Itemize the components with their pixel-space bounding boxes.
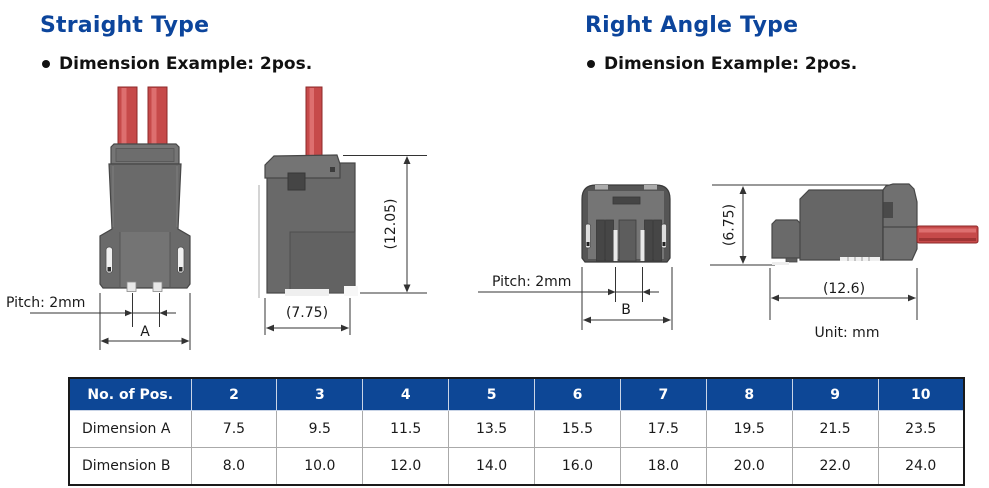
right-angle-type-title: Right Angle Type bbox=[585, 13, 799, 38]
table-header-cell: 2 bbox=[190, 378, 278, 411]
table-cell: 14.0 bbox=[448, 447, 535, 486]
table-cell: 11.5 bbox=[362, 410, 450, 448]
row-label-dimension-b: Dimension B bbox=[68, 447, 192, 486]
straight-bullet-label: Dimension Example: 2pos. bbox=[59, 54, 313, 74]
table-cell: 12.0 bbox=[362, 447, 450, 486]
straight-side-view-drawing: (12.05) (7.75) bbox=[258, 86, 427, 335]
table-header-cell: No. of Pos. bbox=[69, 378, 192, 411]
dimension-table: No. of Pos. 2 3 4 5 6 7 8 9 10 Dimension… bbox=[68, 377, 965, 486]
table-row: Dimension A 7.5 9.5 11.5 13.5 15.5 17.5 … bbox=[68, 410, 965, 448]
width-dimension-label: (12.6) bbox=[823, 281, 865, 297]
width-dimension: (12.6) bbox=[769, 268, 918, 320]
right-angle-side-view-drawing: (6.75) (12.6) bbox=[710, 183, 979, 341]
pitch-label: Pitch: 2mm bbox=[6, 295, 85, 311]
table-cell: 19.5 bbox=[705, 410, 793, 448]
pitch-dimension: Pitch: 2mm bbox=[478, 267, 673, 330]
height-dimension-label: (12.05) bbox=[383, 198, 399, 249]
height-dimension-label: (6.75) bbox=[722, 204, 738, 246]
table-header-cell: 6 bbox=[534, 378, 621, 411]
unit-label: Unit: mm bbox=[815, 325, 880, 341]
dimension-b: B bbox=[583, 302, 671, 324]
dimension-b-label: B bbox=[621, 302, 631, 318]
height-dimension: (6.75) bbox=[710, 184, 893, 266]
bullet-dot bbox=[42, 60, 50, 68]
wire bbox=[117, 86, 168, 152]
wire bbox=[305, 86, 323, 158]
table-cell: 20.0 bbox=[705, 447, 793, 486]
right-angle-bullet-item: Dimension Example: 2pos. bbox=[587, 54, 857, 74]
table-cell: 21.5 bbox=[791, 410, 879, 448]
pitch-dimension: Pitch: 2mm bbox=[6, 293, 191, 350]
table-header-cell: 7 bbox=[619, 378, 707, 411]
table-cell: 16.0 bbox=[534, 447, 621, 486]
width-dimension: (7.75) bbox=[264, 298, 351, 335]
table-header-cell: 10 bbox=[877, 378, 964, 411]
straight-bullet-item: Dimension Example: 2pos. bbox=[42, 54, 312, 74]
table-cell: 7.5 bbox=[190, 410, 278, 448]
table-header-row: No. of Pos. 2 3 4 5 6 7 8 9 10 bbox=[69, 378, 964, 411]
straight-type-title: Straight Type bbox=[40, 13, 210, 38]
connector-body bbox=[258, 154, 358, 298]
table-cell: 13.5 bbox=[448, 410, 535, 448]
table-cell: 22.0 bbox=[791, 447, 879, 486]
connector-body bbox=[771, 183, 918, 265]
table-cell: 17.5 bbox=[619, 410, 707, 448]
table-cell: 9.5 bbox=[276, 410, 364, 448]
width-dimension-label: (7.75) bbox=[286, 305, 328, 321]
right-angle-front-view-drawing: Pitch: 2mm B bbox=[478, 184, 673, 330]
table-cell: 18.0 bbox=[619, 447, 707, 486]
table-row: Dimension B 8.0 10.0 12.0 14.0 16.0 18.0… bbox=[68, 447, 965, 486]
right-angle-bullet-label: Dimension Example: 2pos. bbox=[604, 54, 858, 74]
bullet-dot bbox=[587, 60, 595, 68]
table-cell: 10.0 bbox=[276, 447, 364, 486]
dimension-a: A bbox=[100, 324, 190, 345]
connector-body bbox=[99, 143, 191, 292]
dimension-a-label: A bbox=[140, 324, 150, 340]
table-cell: 8.0 bbox=[190, 447, 278, 486]
table-header-cell: 4 bbox=[362, 378, 450, 411]
table-header-cell: 5 bbox=[448, 378, 535, 411]
straight-front-view-drawing: Pitch: 2mm A bbox=[6, 86, 191, 350]
connector-body bbox=[581, 184, 671, 263]
table-header-cell: 3 bbox=[276, 378, 364, 411]
table-header-cell: 9 bbox=[791, 378, 879, 411]
pitch-label: Pitch: 2mm bbox=[492, 274, 571, 290]
table-cell: 24.0 bbox=[877, 447, 965, 486]
wire bbox=[916, 225, 979, 244]
table-cell: 15.5 bbox=[534, 410, 621, 448]
table-cell: 23.5 bbox=[877, 410, 965, 448]
table-header-cell: 8 bbox=[705, 378, 793, 411]
row-label-dimension-a: Dimension A bbox=[68, 410, 192, 448]
height-dimension: (12.05) bbox=[343, 155, 427, 294]
